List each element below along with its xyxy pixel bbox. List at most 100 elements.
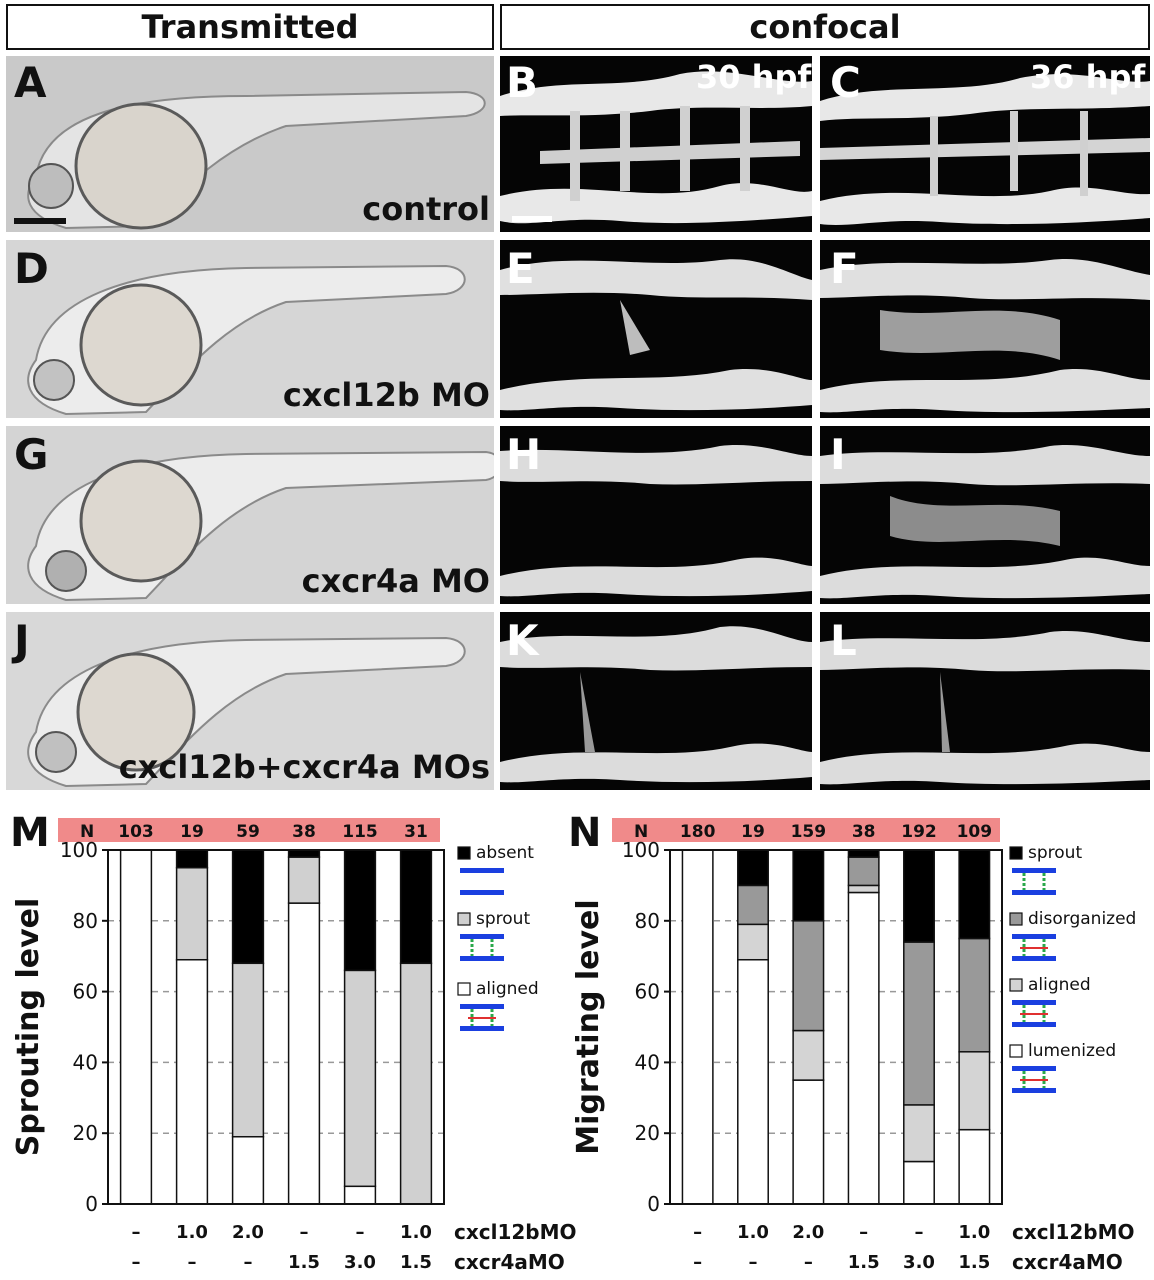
chart-panel-letter: M	[10, 810, 50, 856]
legend-swatch	[1009, 978, 1023, 992]
bar-segment-aligned	[958, 1051, 991, 1131]
n-bar-background	[58, 818, 440, 842]
n-value: 31	[404, 822, 428, 842]
row-label-cxcl12b: cxcl12b MO	[282, 376, 490, 414]
vessel-drawing	[820, 630, 1150, 785]
bar-segment-lumenized	[792, 1079, 825, 1205]
y-tick-label: 40	[73, 1050, 98, 1074]
confocal-image-L	[820, 612, 1150, 790]
legend-vessel-icon	[1012, 1022, 1056, 1027]
legend-label: disorganized	[1028, 909, 1136, 929]
panel-letter-K: K	[506, 616, 539, 665]
vessel-drawing	[500, 259, 812, 411]
y-tick-label: 20	[73, 1121, 98, 1145]
embryo-image-cxcr4a	[6, 426, 494, 604]
bar-segment-aligned	[737, 923, 769, 961]
legend-swatch	[457, 912, 471, 926]
y-tick-label: 80	[635, 909, 660, 933]
panel-letter-D: D	[14, 244, 49, 293]
bar-segment-sprout	[792, 849, 825, 922]
bar-segment-disorganized	[792, 920, 825, 1032]
condition-value: 3.0	[344, 1252, 376, 1273]
y-tick-label: 0	[85, 1192, 98, 1216]
n-value: 38	[852, 822, 876, 842]
panel-letter-C: C	[830, 58, 861, 107]
condition-value: –	[804, 1252, 813, 1273]
bar-segment-disorganized	[847, 856, 880, 887]
y-tick-label: 80	[73, 909, 98, 933]
condition-value: –	[693, 1252, 702, 1273]
y-tick-label: 0	[647, 1192, 660, 1216]
header-transmitted: Transmitted	[6, 4, 494, 50]
legend-vessel-icon	[1012, 868, 1056, 873]
vessel-drawing	[500, 626, 812, 783]
legend-vessel-icon	[1012, 1066, 1056, 1071]
legend-vessel-icon	[460, 1004, 504, 1009]
panel-letter-F: F	[830, 244, 859, 293]
bar-segment-aligned	[287, 902, 321, 1205]
y-tick-label: 60	[635, 980, 660, 1004]
n-value: 19	[741, 822, 765, 842]
n-value: 180	[680, 822, 716, 842]
y-tick-label: 100	[60, 838, 98, 862]
bar-segment-absent	[175, 849, 209, 869]
bar-segment-aligned	[847, 884, 880, 894]
condition-value: 2.0	[232, 1222, 264, 1243]
bar-segment-sprout	[343, 969, 377, 1188]
legend-vessel-icon	[1012, 956, 1056, 961]
vessel-drawing	[820, 258, 1150, 413]
legend-label: sprout	[1028, 843, 1082, 863]
n-label: N	[80, 822, 94, 842]
n-value: 103	[118, 822, 154, 842]
row-label-control: control	[362, 190, 490, 228]
legend-vessel-icon	[460, 934, 504, 939]
condition-value: –	[749, 1252, 758, 1273]
condition-value: –	[188, 1252, 197, 1273]
condition-value: 1.5	[958, 1252, 990, 1273]
bar-segment-sprout	[287, 856, 321, 904]
n-value: 159	[791, 822, 827, 842]
plot-frame	[669, 849, 1003, 1205]
header-confocal: confocal	[500, 4, 1150, 50]
legend-vessel-icon	[460, 890, 504, 895]
legend-vessel-icon	[1012, 934, 1056, 939]
panel-letter-E: E	[506, 244, 535, 293]
bar-segment-sprout	[231, 962, 265, 1138]
n-value: 109	[957, 822, 993, 842]
bar-segment-sprout	[903, 849, 935, 943]
confocal-image-B	[500, 56, 812, 232]
legend-label: sprout	[476, 909, 530, 929]
n-value: 38	[292, 822, 316, 842]
time-label-30hpf: 30 hpf	[696, 58, 812, 96]
legend-swatch	[1009, 1044, 1023, 1058]
condition-value: –	[132, 1222, 141, 1243]
condition-value: 3.0	[903, 1252, 935, 1273]
chart-panel-letter: N	[568, 810, 601, 856]
legend-swatch	[457, 846, 471, 860]
legend-vessel-icon	[1012, 1088, 1056, 1093]
confocal-image-H	[500, 426, 812, 604]
confocal-image-C	[820, 56, 1150, 232]
y-axis-label: Migrating level	[571, 899, 606, 1154]
bar-segment-aligned	[231, 1135, 265, 1205]
condition-name: cxcr4aMO	[1012, 1250, 1123, 1274]
bar-segment-sprout	[399, 962, 433, 1205]
bar-segment-sprout	[175, 866, 209, 961]
legend-vessel-icon	[460, 868, 504, 873]
panel-letter-B: B	[506, 58, 539, 107]
time-label-36hpf: 36 hpf	[1030, 58, 1146, 96]
n-value: 192	[901, 822, 937, 842]
legend-swatch	[1009, 846, 1023, 860]
y-axis-label: Sprouting level	[11, 898, 46, 1157]
embryo-image-control	[6, 56, 494, 232]
n-bar-background	[612, 818, 1000, 842]
legend-label: absent	[476, 843, 534, 863]
y-tick-label: 60	[73, 980, 98, 1004]
row-label-cxcr4a: cxcr4a MO	[301, 562, 490, 600]
embryo-image-double	[6, 612, 494, 790]
bar-segment-lumenized	[737, 958, 769, 1205]
condition-value: 1.0	[176, 1222, 208, 1243]
bar-segment-aligned	[903, 1104, 935, 1163]
y-tick-label: 100	[622, 838, 660, 862]
panel-letter-L: L	[830, 616, 857, 665]
